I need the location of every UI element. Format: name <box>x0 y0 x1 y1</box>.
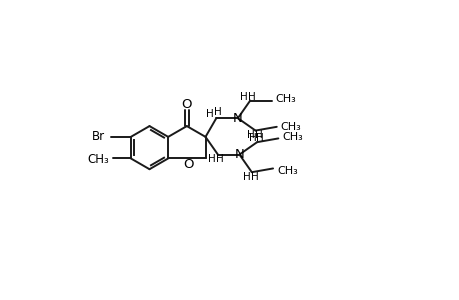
Text: CH₃: CH₃ <box>281 132 302 142</box>
Text: H: H <box>207 154 215 164</box>
Text: H: H <box>247 92 255 102</box>
Text: O: O <box>181 98 192 111</box>
Text: H: H <box>240 92 247 102</box>
Text: CH₃: CH₃ <box>275 94 296 104</box>
Text: H: H <box>246 130 254 140</box>
Text: H: H <box>243 172 251 182</box>
Text: CH₃: CH₃ <box>280 122 301 132</box>
Text: H: H <box>251 172 258 182</box>
Text: H: H <box>256 133 263 143</box>
Text: H: H <box>206 109 213 119</box>
Text: CH₃: CH₃ <box>276 166 297 176</box>
Text: N: N <box>232 112 242 125</box>
Text: H: H <box>248 133 256 143</box>
Text: H: H <box>213 107 221 117</box>
Text: CH₃: CH₃ <box>87 153 108 166</box>
Text: O: O <box>183 158 193 171</box>
Text: H: H <box>254 130 262 140</box>
Text: H: H <box>215 154 223 164</box>
Text: N: N <box>234 148 244 161</box>
Text: Br: Br <box>92 130 105 142</box>
